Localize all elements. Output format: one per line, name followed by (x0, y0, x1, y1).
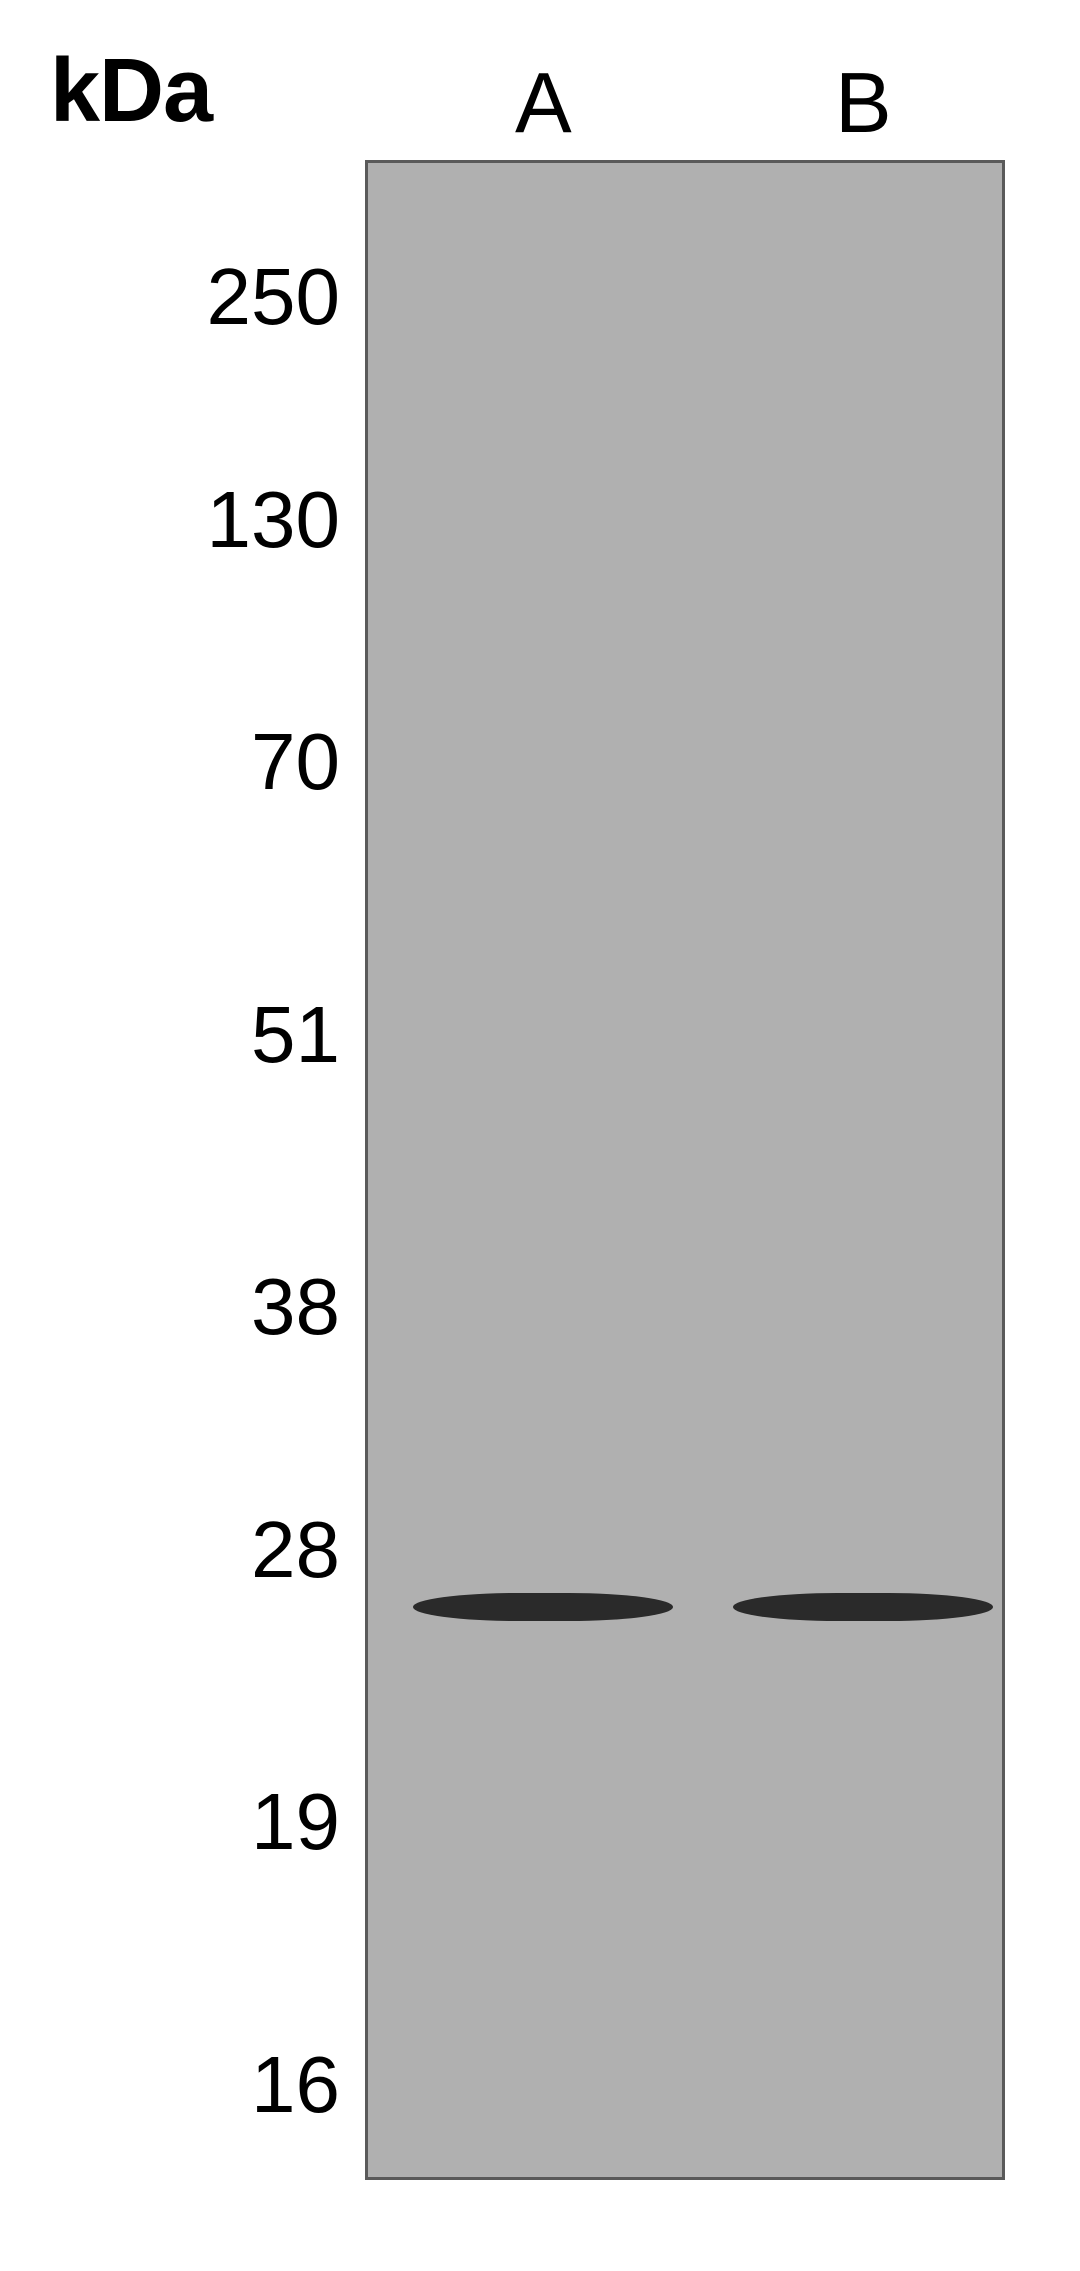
band-lane-a (413, 1593, 673, 1621)
blot-membrane-frame (365, 160, 1005, 2180)
unit-label-kda: kDa (50, 40, 212, 143)
marker-70: 70 (140, 716, 340, 808)
lane-label-b: B (835, 55, 892, 153)
marker-38: 38 (140, 1261, 340, 1353)
band-lane-b (733, 1593, 993, 1621)
marker-19: 19 (140, 1776, 340, 1868)
marker-51: 51 (140, 989, 340, 1081)
lane-label-a: A (515, 55, 572, 153)
marker-130: 130 (140, 474, 340, 566)
western-blot-container: kDa A B 250 130 70 51 38 28 19 16 (0, 0, 1080, 2271)
marker-28: 28 (140, 1504, 340, 1596)
marker-16: 16 (140, 2039, 340, 2131)
marker-250: 250 (140, 251, 340, 343)
